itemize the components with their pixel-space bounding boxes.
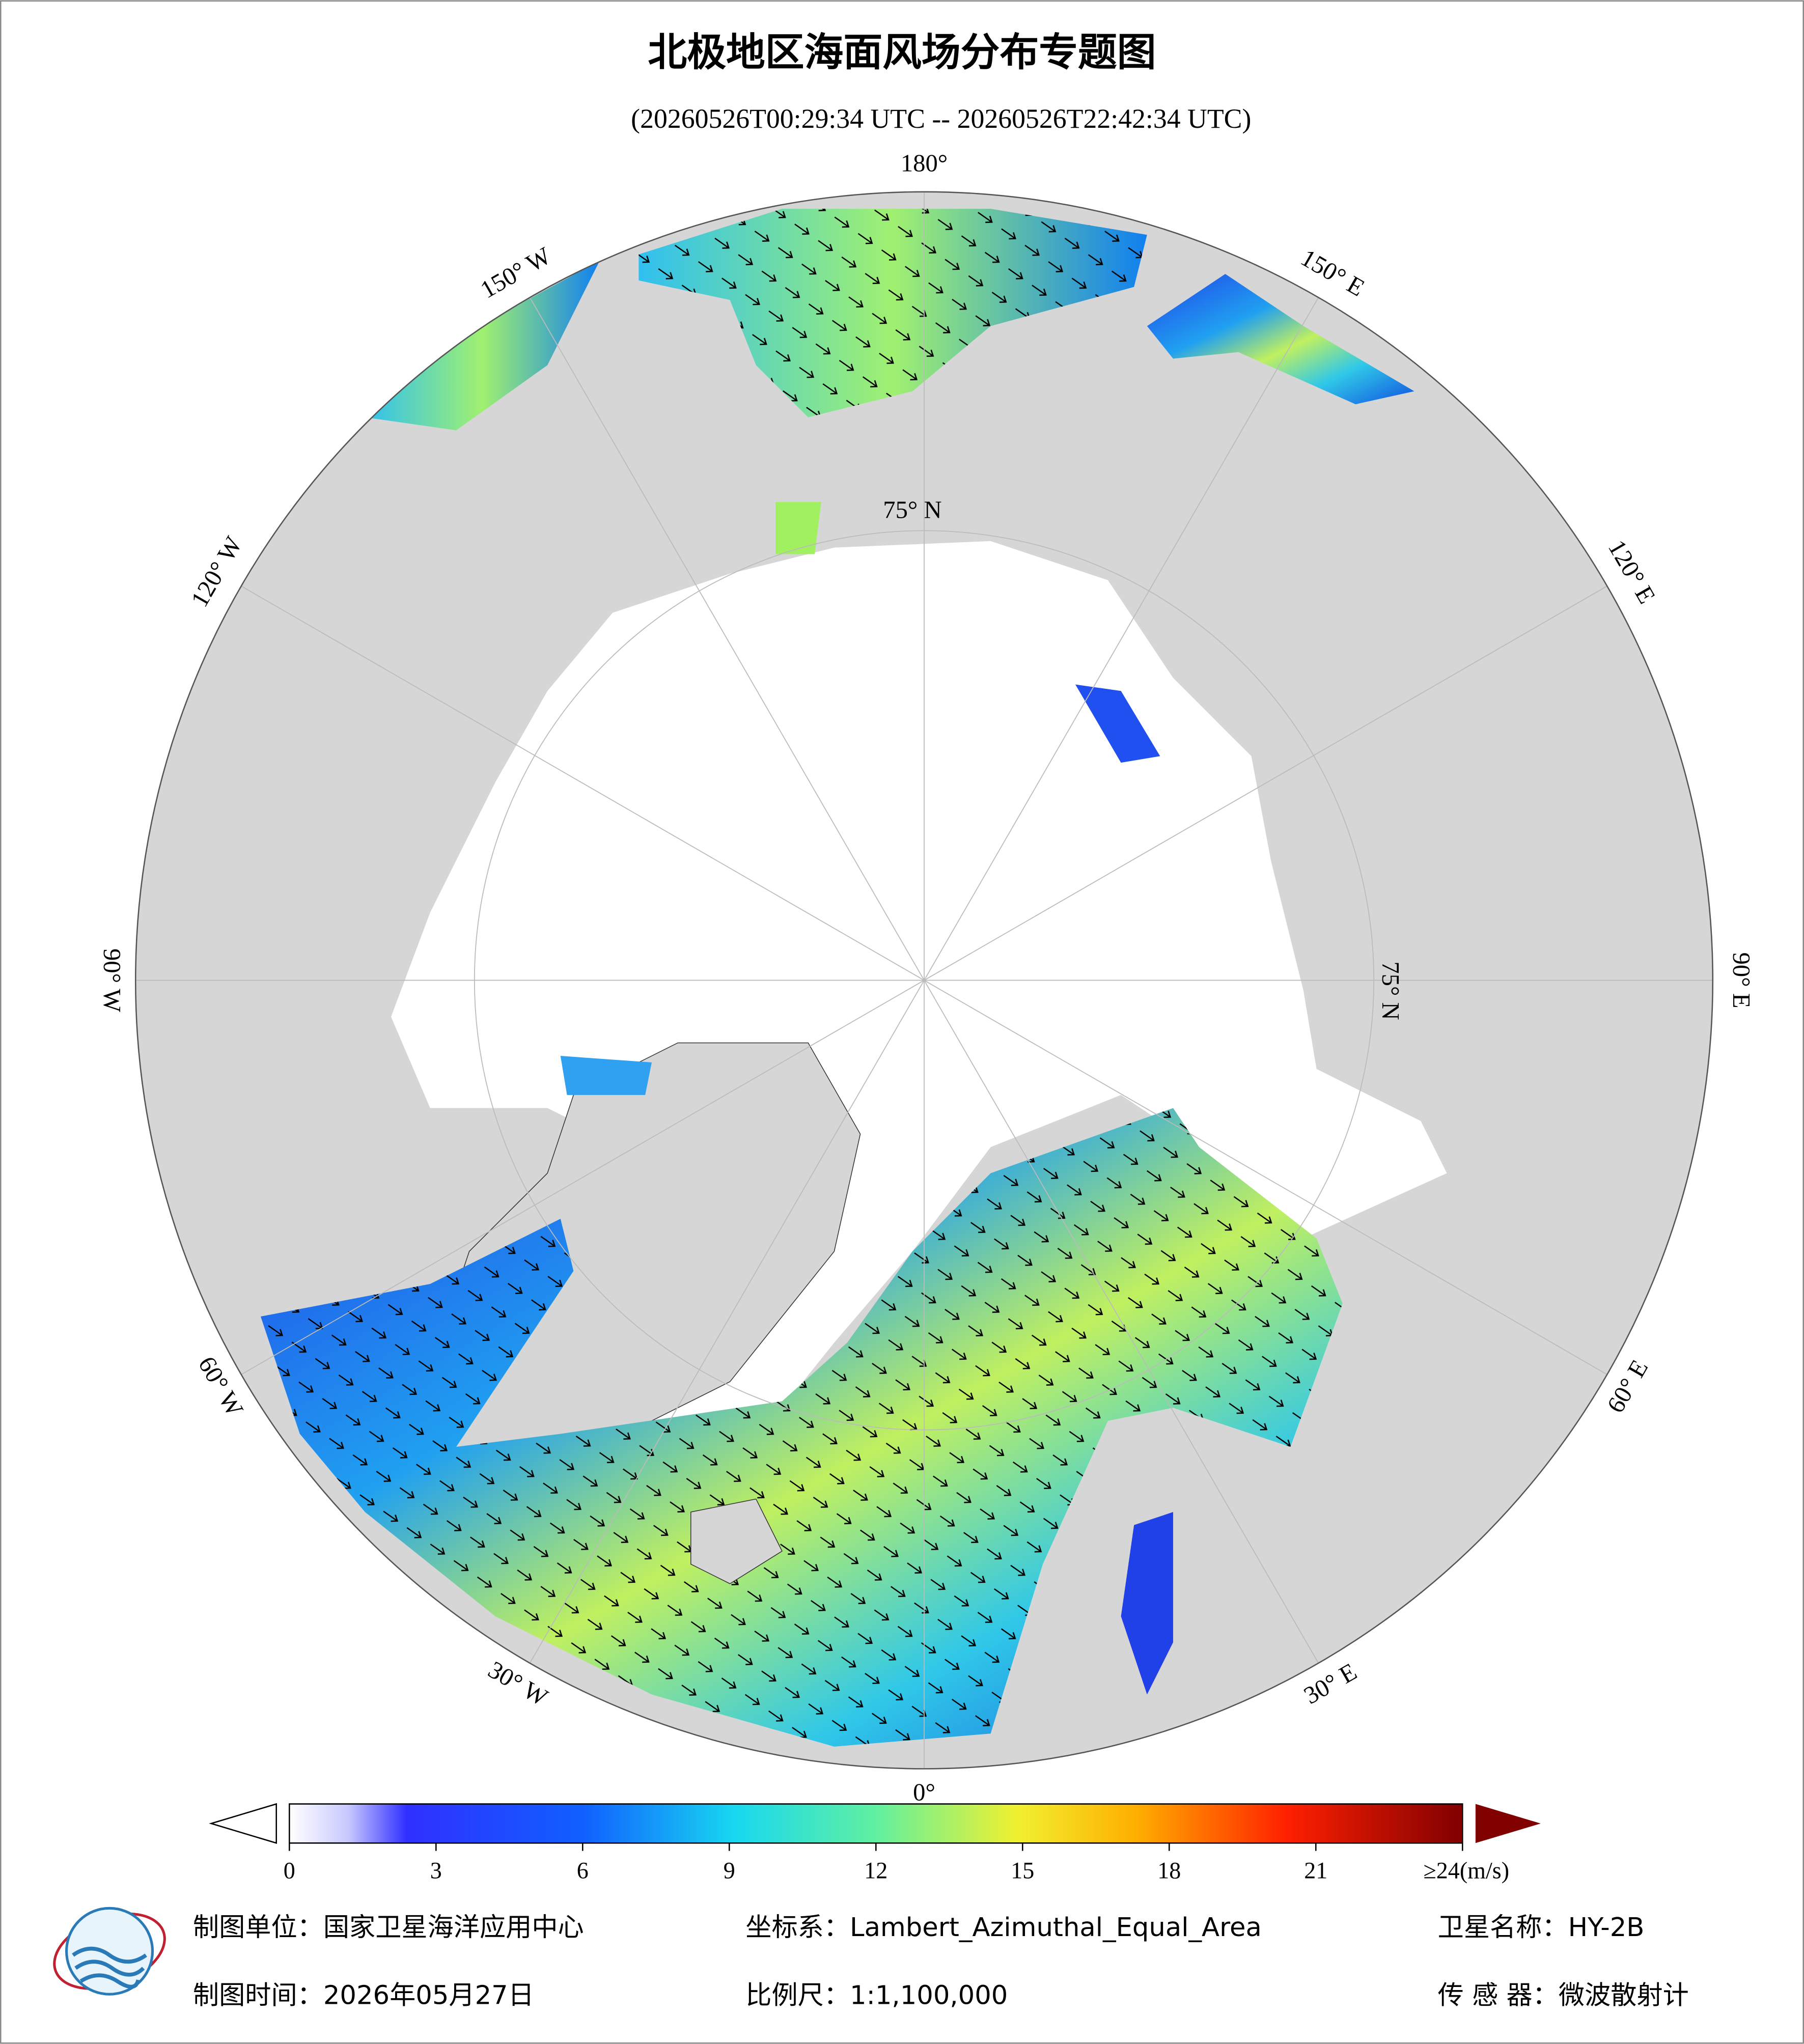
footer-unit: 制图单位：国家卫星海洋应用中心 xyxy=(193,1912,584,1943)
wind-field-laptev xyxy=(1075,684,1160,763)
footer-date: 制图时间：2026年05月27日 xyxy=(193,1980,534,2010)
longitude-label: 90° E xyxy=(1728,953,1755,1009)
colorbar-over xyxy=(1475,1804,1541,1843)
wind-vectors xyxy=(639,209,1147,417)
colorbar-tick-label: 12 xyxy=(864,1858,887,1884)
iceland xyxy=(690,1498,783,1584)
colorbar: 0 3 6 9 12 15 18 21 ≥24(m/s) xyxy=(209,1803,1541,1884)
graticule xyxy=(135,191,1713,1769)
colorbar-tick-label: 15 xyxy=(1011,1858,1034,1884)
wind-field-okhotsk xyxy=(1147,274,1414,405)
colorbar-tick-label: 18 xyxy=(1157,1858,1181,1884)
greenland xyxy=(429,1042,861,1461)
map-body xyxy=(135,191,1713,1769)
meridian xyxy=(241,979,925,1375)
colorbar-tick-label: 0 xyxy=(284,1858,295,1884)
longitude-label: 90° W xyxy=(98,948,126,1012)
footer-scale: 比例尺：1:1,100,000 xyxy=(745,1980,1008,2010)
meridian xyxy=(924,979,1607,1375)
wind-field-chukchi xyxy=(775,502,821,554)
colorbar-under xyxy=(209,1803,277,1844)
meridian xyxy=(241,585,925,981)
colorbar-tick-label: 9 xyxy=(724,1858,735,1884)
longitude-label: 0° xyxy=(913,1779,935,1806)
wind-field-baltic xyxy=(1121,1512,1173,1695)
wind-field-beaufort xyxy=(365,261,600,431)
colorbar-ramp xyxy=(289,1803,1463,1844)
footer-sensor: 传 感 器：微波散射计 xyxy=(1438,1980,1689,2010)
latitude-label: 75° N xyxy=(1377,961,1404,1020)
latitude-label: 75° N xyxy=(883,496,941,524)
meridian xyxy=(924,980,1319,1664)
footer-satellite: 卫星名称：HY-2B xyxy=(1438,1912,1645,1943)
meridian xyxy=(529,297,925,981)
meridian xyxy=(924,297,1319,981)
colorbar-tick-label: 6 xyxy=(577,1858,589,1884)
meridian xyxy=(924,585,1607,981)
colorbar-tick-label: 21 xyxy=(1304,1858,1327,1884)
colorbar-tick-label: 3 xyxy=(430,1858,442,1884)
longitude-label: 180° xyxy=(901,150,948,177)
footer-crs: 坐标系：Lambert_Azimuthal_Equal_Area xyxy=(745,1912,1262,1943)
logo xyxy=(53,1907,166,1996)
title: 北极地区海面风场分布专题图 xyxy=(648,30,1156,75)
wind-vectors xyxy=(260,1108,1343,1747)
wind-field-strait xyxy=(560,1056,652,1095)
subtitle: (20260526T00:29:34 UTC -- 20260526T22:42… xyxy=(631,103,1251,134)
map-border xyxy=(134,191,1714,1770)
meridian xyxy=(529,980,925,1664)
colorbar-tick-label: ≥24(m/s) xyxy=(1423,1858,1509,1884)
